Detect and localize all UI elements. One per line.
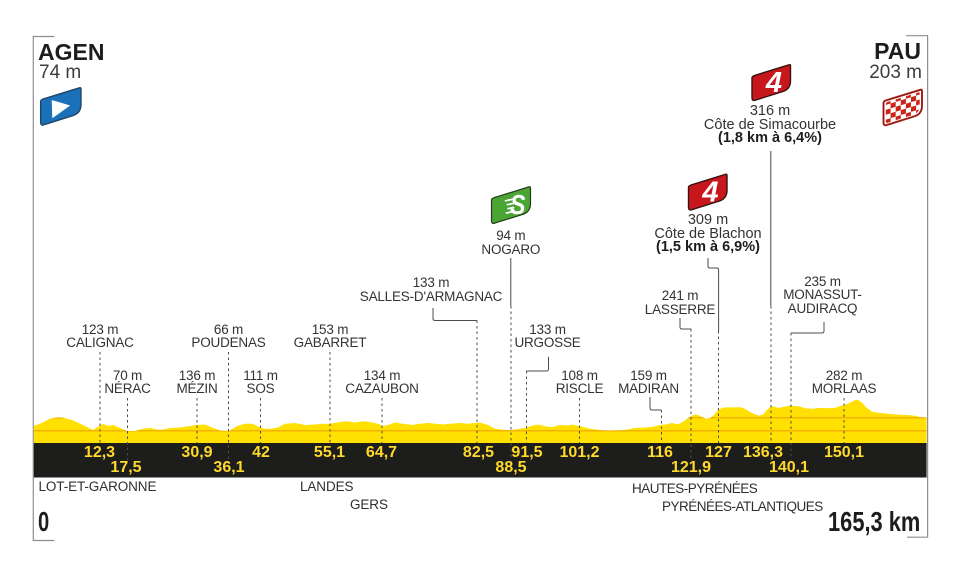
svg-text:4: 4 <box>701 177 718 209</box>
svg-text:S: S <box>510 190 525 221</box>
svg-text:4: 4 <box>765 67 782 99</box>
